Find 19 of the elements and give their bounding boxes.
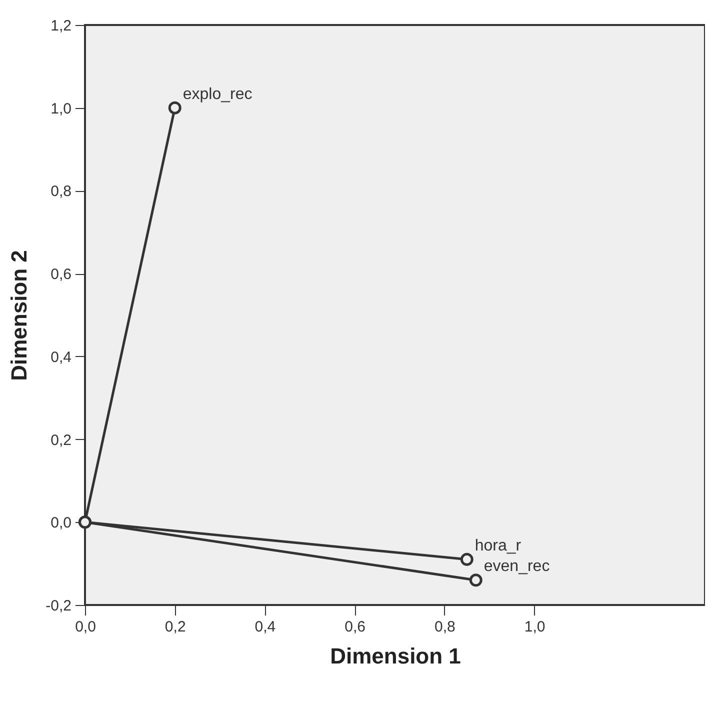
y-tick-label: 0,4 — [50, 348, 72, 366]
x-tick-label: 0,2 — [164, 618, 186, 636]
y-tick-label: 1,0 — [50, 100, 72, 118]
series-label: hora_r — [474, 537, 522, 554]
series-label: explo_rec — [182, 86, 252, 103]
y-tick-label: 0,8 — [50, 183, 72, 200]
y-tick-label: 0,6 — [50, 266, 72, 284]
x-tick-label: 0,4 — [254, 618, 276, 636]
y-axis-title: Dimension 2 — [6, 250, 32, 381]
y-tick-label: 1,2 — [50, 18, 72, 34]
x-tick-label: 0,8 — [434, 618, 456, 636]
x-axis-title: Dimension 1 — [330, 644, 461, 668]
x-tick-label: 1,0 — [524, 618, 546, 636]
y-tick-label: 0,2 — [50, 432, 72, 449]
y-tick-label: -0,2 — [46, 598, 72, 614]
x-tick-label: 0,0 — [75, 618, 96, 636]
x-tick-label: 0,6 — [344, 618, 366, 636]
series-label: even_rec — [484, 558, 550, 576]
y-tick-label: 0,0 — [50, 514, 72, 532]
